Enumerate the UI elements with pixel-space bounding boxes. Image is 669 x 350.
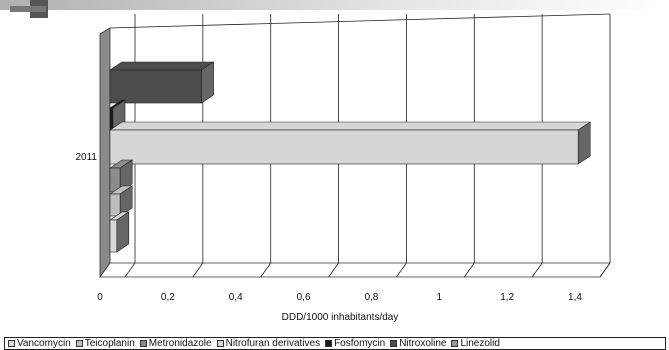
- legend-item: Teicoplanin: [75, 338, 135, 349]
- plot-area: [99, 13, 611, 279]
- legend-label: Teicoplanin: [84, 338, 135, 349]
- floor-gridline: [599, 262, 611, 278]
- legend-label: Metronidazole: [148, 338, 212, 349]
- x-tick-label: 1,2: [500, 292, 514, 303]
- legend: Vancomycin Teicoplanin Metronidazole Nitrof…: [4, 337, 666, 350]
- bar-metronidazole: [109, 159, 134, 193]
- category-label: 2011: [75, 152, 97, 163]
- x-tick-label: 1,4: [568, 292, 582, 303]
- legend-swatch: [8, 340, 15, 347]
- x-tick-label: 1: [437, 292, 443, 303]
- legend-label: Nitroxoline: [399, 338, 447, 349]
- legend-item: Nitrofuran derivatives: [216, 338, 321, 349]
- legend-swatch: [390, 340, 398, 347]
- floor-gridline: [192, 262, 204, 278]
- bar-teicoplanin: [109, 185, 134, 217]
- x-tick-label: 0,2: [161, 292, 175, 303]
- legend-label: Fosfomycin: [334, 338, 386, 349]
- legend-item: Metronidazole: [139, 338, 212, 349]
- bar-nitrofuran-derivatives: [109, 121, 592, 165]
- x-tick-label: 0: [97, 292, 103, 303]
- bars: [109, 61, 592, 253]
- floor-gridline: [328, 262, 339, 278]
- legend-swatch: [75, 340, 83, 347]
- legend-swatch: [216, 340, 224, 347]
- header-decoration: [0, 0, 669, 18]
- x-tick-labels: 0 0,2 0,4 0,6 0,8 1 1,2 1,4: [97, 292, 582, 303]
- x-tick-label: 0,8: [364, 292, 378, 303]
- legend-label: Nitrofuran derivatives: [225, 338, 321, 349]
- floor-gridline: [124, 262, 136, 278]
- legend-item: Fosfomycin: [325, 338, 385, 349]
- legend-swatch: [451, 340, 459, 347]
- floor-gridline: [531, 262, 543, 278]
- floor-gridline: [396, 262, 407, 278]
- legend-item: Nitroxoline: [390, 338, 446, 349]
- legend-swatch: [325, 340, 333, 347]
- x-axis-title: DDD/1000 inhabitants/day: [282, 312, 399, 323]
- legend-label: Linezolid: [460, 338, 500, 349]
- top-frame: [109, 13, 611, 29]
- legend-item: Linezolid: [451, 338, 500, 349]
- x-tick-label: 0,6: [297, 292, 311, 303]
- legend-item: Vancomycin: [8, 338, 71, 349]
- x-tick-label: 0,4: [229, 292, 243, 303]
- bar-vancomycin: [109, 211, 130, 253]
- legend-label: Vancomycin: [17, 338, 71, 349]
- side-wall: [99, 27, 111, 279]
- floor-gridline: [463, 262, 475, 278]
- legend-swatch: [139, 340, 147, 347]
- floor-gridline: [260, 262, 272, 278]
- bar-nitroxoline: [109, 61, 215, 104]
